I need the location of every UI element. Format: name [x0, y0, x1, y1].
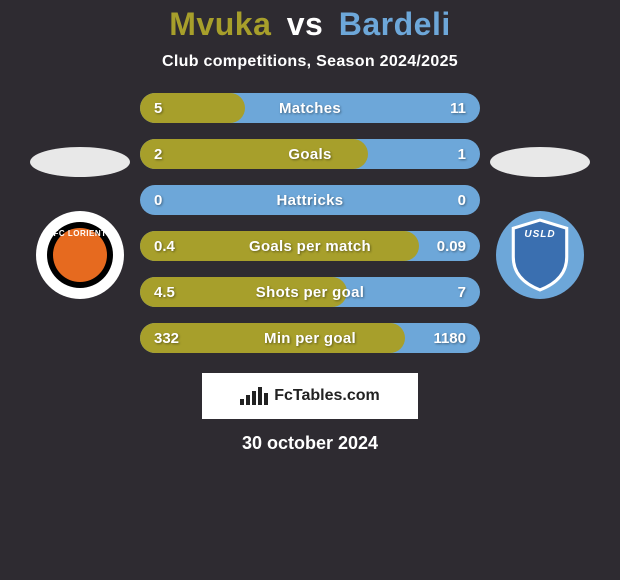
player1-photo-placeholder: [30, 147, 130, 177]
stat-right-value: 0: [458, 192, 466, 209]
stat-left-value: 4.5: [154, 284, 175, 301]
comparison-card: Mvuka vs Bardeli Club competitions, Seas…: [0, 0, 620, 580]
stat-label: Hattricks: [277, 192, 344, 209]
vs-label: vs: [287, 6, 324, 42]
stat-left-value: 332: [154, 330, 179, 347]
player2-photo-placeholder: [490, 147, 590, 177]
stat-left-value: 0: [154, 192, 162, 209]
stat-label: Goals per match: [249, 238, 371, 255]
subtitle: Club competitions, Season 2024/2025: [162, 53, 458, 71]
fctables-watermark: FcTables.com: [202, 373, 418, 419]
stat-bar: 2 Goals 1: [140, 139, 480, 169]
stat-left-value: 2: [154, 146, 162, 163]
stat-right-value: 11: [450, 100, 466, 117]
stat-bar-fill: [140, 139, 368, 169]
club-left-label: FC LORIENT: [54, 229, 107, 238]
club-right-label: USLD: [524, 229, 555, 240]
player2-name: Bardeli: [339, 6, 451, 42]
left-column: FC LORIENT: [30, 147, 130, 299]
fctables-bars-icon: [240, 387, 268, 405]
club-badge-left: FC LORIENT: [36, 211, 124, 299]
stat-bar: 0.4 Goals per match 0.09: [140, 231, 480, 261]
stat-label: Min per goal: [264, 330, 356, 347]
stat-left-value: 5: [154, 100, 162, 117]
stat-bar: 0 Hattricks 0: [140, 185, 480, 215]
main-row: FC LORIENT 5Matches112Goals10Hattricks00…: [0, 93, 620, 353]
stat-label: Matches: [279, 100, 341, 117]
right-column: USLD: [490, 147, 590, 299]
date: 30 october 2024: [242, 433, 378, 454]
stats-bars: 5 Matches 11 2 Goals 1 0 Hattricks 0 0.4 Goals per…: [140, 93, 480, 353]
stat-right-value: 0.09: [437, 238, 466, 255]
player1-name: Mvuka: [169, 6, 271, 42]
stat-right-value: 1180: [433, 330, 466, 347]
stat-bar: 5 Matches 11: [140, 93, 480, 123]
stat-bar: 4.5 Shots per goal 7: [140, 277, 480, 307]
stat-label: Goals: [288, 146, 331, 163]
stat-left-value: 0.4: [154, 238, 175, 255]
fctables-label: FcTables.com: [274, 387, 380, 405]
stat-right-value: 7: [458, 284, 466, 301]
club-badge-right: USLD: [496, 211, 584, 299]
stat-bar: 332 Min per goal 1180: [140, 323, 480, 353]
title: Mvuka vs Bardeli: [169, 6, 450, 43]
stat-label: Shots per goal: [256, 284, 364, 301]
stat-right-value: 1: [458, 146, 466, 163]
